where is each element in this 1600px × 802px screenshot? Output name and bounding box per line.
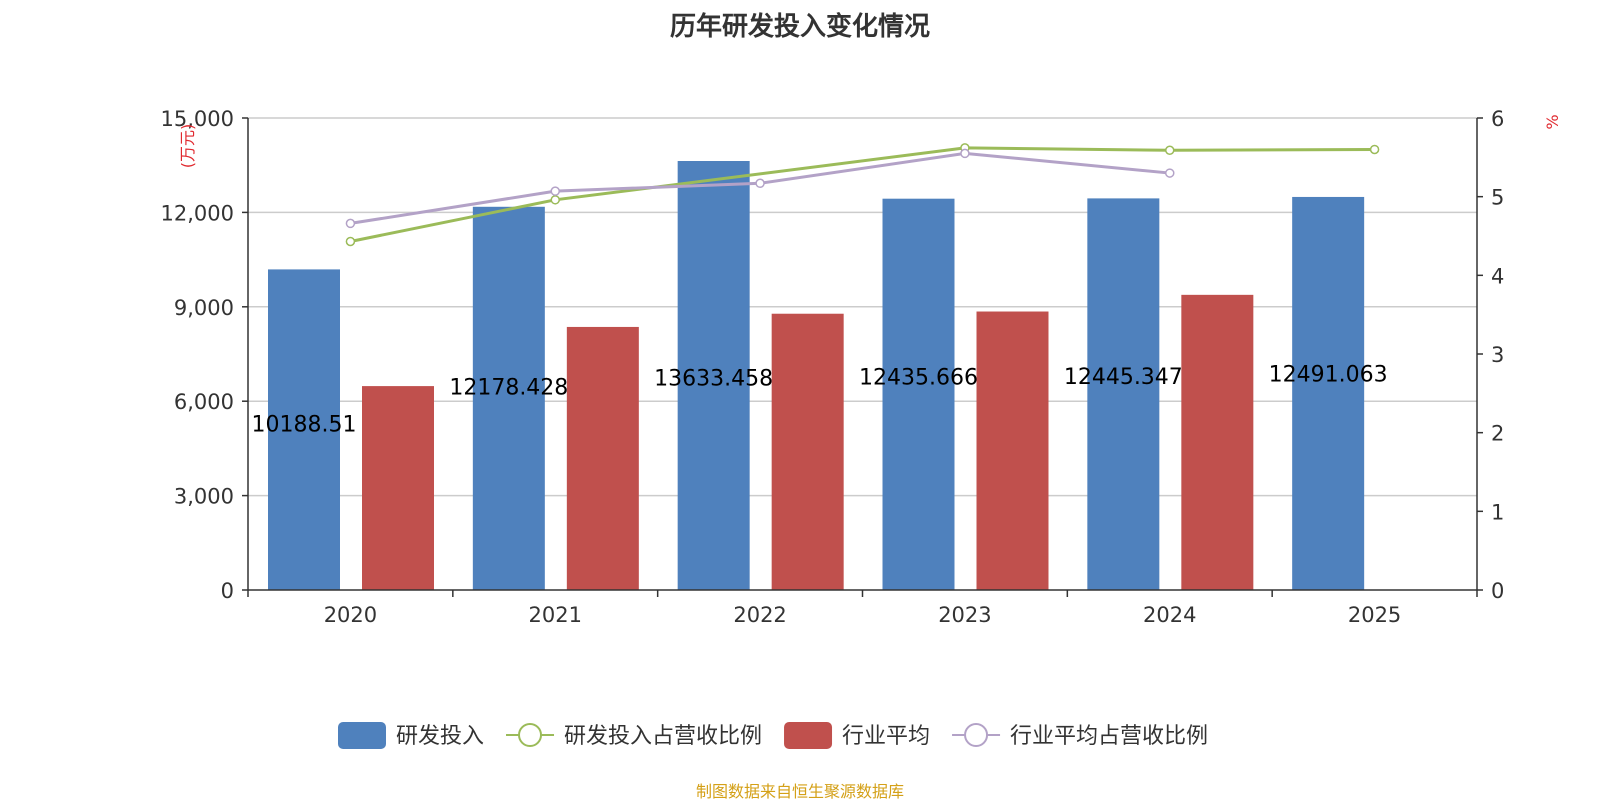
line-series — [345, 143, 1380, 247]
legend-marker — [964, 723, 989, 747]
industry-ratio-point — [755, 178, 765, 189]
x-axis-tick-label: 2020 — [324, 603, 377, 627]
left-axis-tick-label: 15,000 — [161, 107, 234, 131]
bar-rd-investment — [1087, 198, 1160, 590]
legend-label: 行业平均占营收比例 — [1010, 724, 1208, 749]
right-axis-tick-label: 5 — [1491, 186, 1504, 210]
legend-label: 研发投入占营收比例 — [564, 724, 762, 749]
left-axis-tick-label: 12,000 — [161, 201, 234, 225]
bar-industry-average — [566, 326, 639, 590]
legend-swatch — [784, 722, 833, 749]
industry-ratio-point — [550, 186, 560, 196]
bar-data-label: 12445.347 — [1064, 365, 1183, 390]
bar-series — [268, 161, 1365, 591]
right-axis-tick-label: 3 — [1491, 343, 1504, 367]
right-axis-tick-label: 1 — [1491, 500, 1504, 524]
bar-data-label: 12491.063 — [1269, 362, 1388, 387]
left-axis-unit: (万元) — [178, 124, 197, 169]
left-axis-tick-label: 6,000 — [174, 390, 234, 414]
bar-data-label: 13633.458 — [654, 367, 773, 392]
left-axis-tick-label: 0 — [221, 579, 234, 603]
industry-ratio-point — [345, 218, 356, 229]
left-axis-tick-label: 3,000 — [174, 485, 234, 509]
data-labels: 10188.51 12178.428 13633.458 12435.666 12445… — [252, 362, 1388, 437]
industry-ratio-point — [1165, 168, 1175, 178]
legend-label: 行业平均 — [842, 724, 930, 749]
right-axis-tick-label: 4 — [1491, 264, 1504, 288]
bar-rd-investment — [472, 206, 545, 590]
x-axis-tick-label: 2021 — [529, 603, 582, 627]
x-axis-tick-label: 2022 — [733, 603, 786, 627]
bar-data-label: 12435.666 — [859, 365, 978, 390]
x-axis-tick-label: 2023 — [938, 603, 991, 627]
bar-industry-average — [1181, 294, 1254, 590]
rd-ratio-point — [1369, 144, 1380, 155]
right-axis-unit: % — [1543, 114, 1562, 129]
axes: 0 3,000 6,000 9,000 12,000 15,000 0 1 2 3 4 5 6 2020 2… — [161, 107, 1562, 627]
bar-rd-investment — [268, 269, 340, 590]
bar-data-label: 12178.428 — [449, 375, 568, 400]
industry-ratio-point — [960, 148, 970, 159]
legend-label: 研发投入 — [396, 724, 484, 749]
chart-title: 历年研发投入变化情况 — [669, 12, 930, 42]
rd-ratio-point — [1165, 145, 1175, 156]
grid-lines — [248, 117, 1477, 497]
rd-ratio-point — [550, 195, 560, 205]
x-axis-tick-label: 2025 — [1348, 603, 1401, 627]
x-axis-tick-label: 2024 — [1143, 603, 1196, 627]
bar-industry-average — [362, 386, 434, 590]
bar-data-label: 10188.51 — [252, 413, 357, 438]
bar-rd-investment — [677, 161, 750, 590]
legend-swatch — [338, 722, 386, 749]
right-axis-tick-label: 6 — [1491, 107, 1504, 131]
legend: 研发投入 研发投入占营收比例 行业平均 行业平均占营收比例 — [338, 722, 1208, 749]
bar-industry-average — [976, 311, 1049, 590]
bar-rd-investment — [1292, 196, 1365, 591]
left-axis-tick-label: 9,000 — [174, 296, 234, 320]
rd-ratio-point — [345, 236, 356, 247]
bar-rd-investment — [882, 198, 955, 590]
right-axis-tick-label: 2 — [1491, 422, 1504, 446]
legend-marker — [518, 723, 543, 747]
right-axis-tick-label: 0 — [1491, 579, 1504, 603]
bar-industry-average — [771, 313, 844, 590]
source-note: 制图数据来自恒生聚源数据库 — [695, 782, 904, 801]
